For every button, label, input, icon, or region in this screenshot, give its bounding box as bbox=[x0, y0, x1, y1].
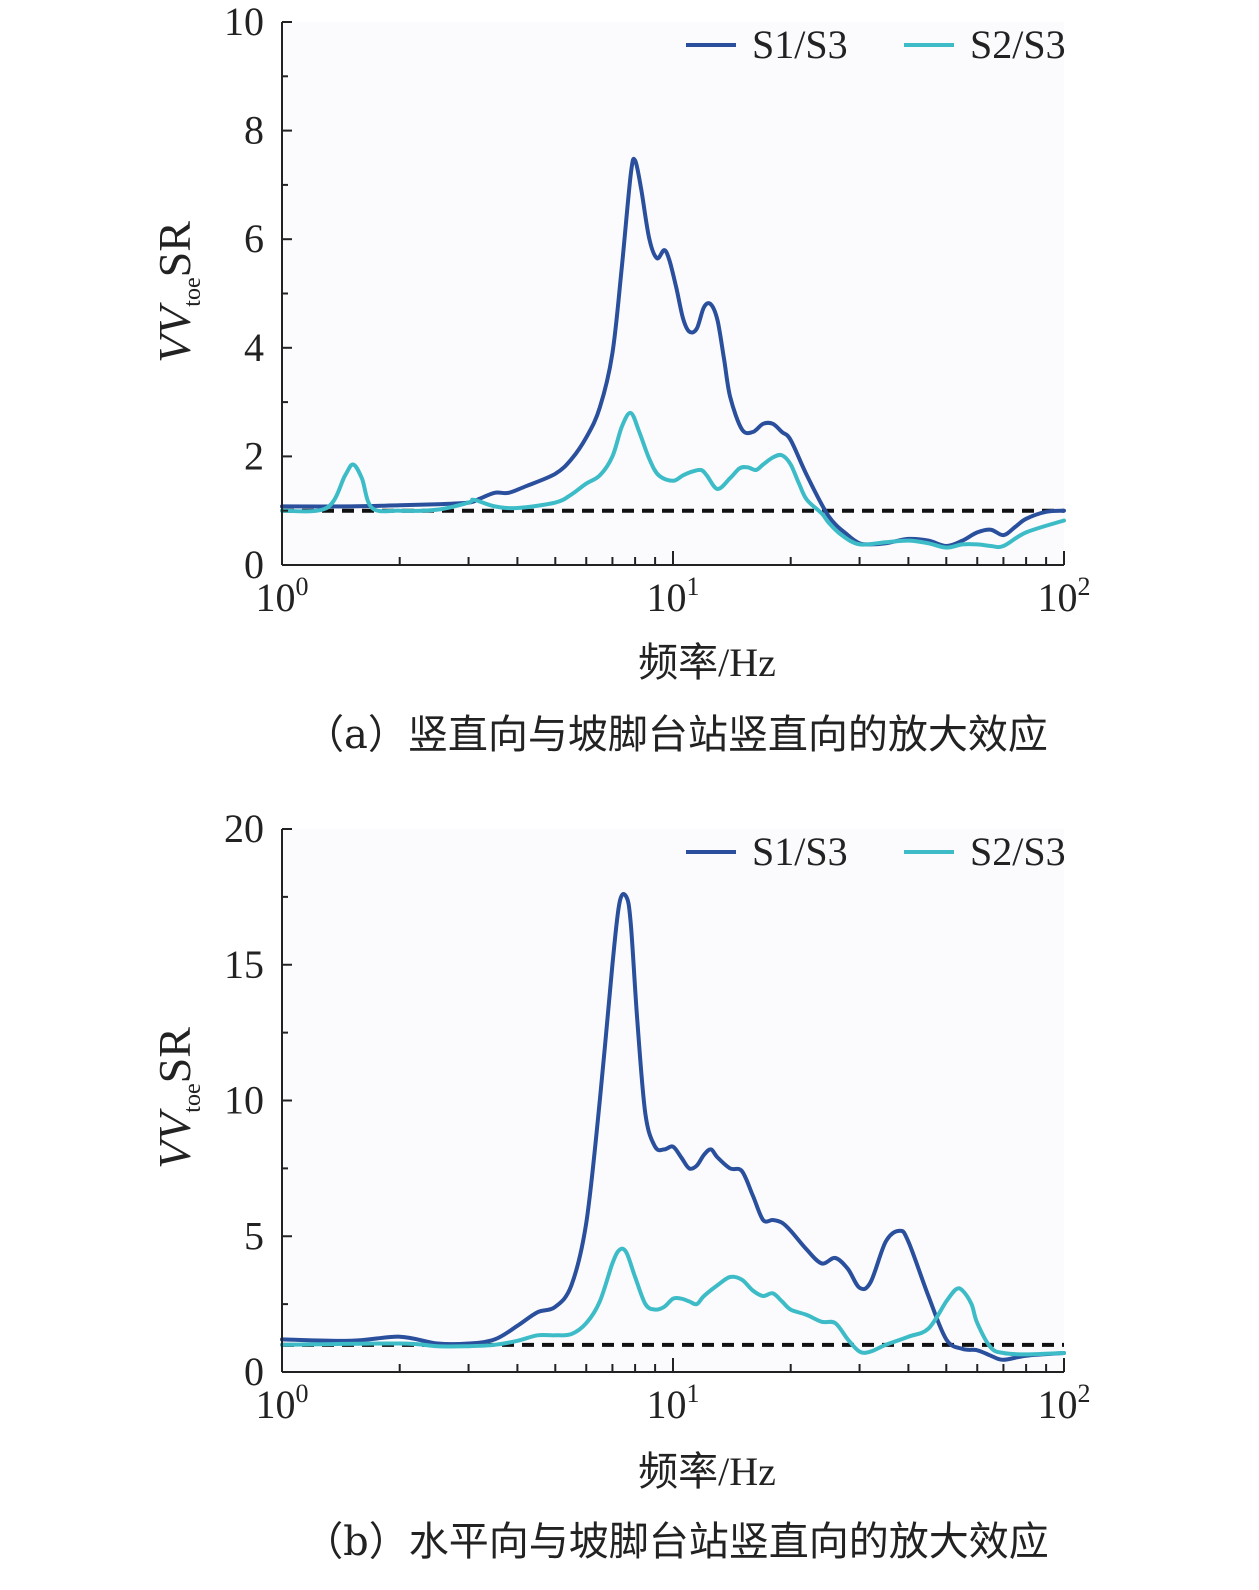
x-tick-label: 101 bbox=[647, 1379, 700, 1427]
x-axis-title: 频率/Hz bbox=[638, 1449, 776, 1494]
caption-a: （a）竖直向与坡脚台站竖直向的放大效应 bbox=[304, 712, 1048, 758]
legend-label: S1/S3 bbox=[752, 22, 848, 67]
legend-label: S2/S3 bbox=[970, 829, 1066, 874]
y-tick-label: 4 bbox=[244, 325, 264, 370]
x-tick-label: 102 bbox=[1038, 572, 1091, 620]
series-line-s2-s3 bbox=[280, 410, 1066, 550]
x-tick-labels: 100 101 102 bbox=[256, 1379, 1091, 1427]
y-tick-labels: 0 2 4 6 8 10 bbox=[224, 0, 264, 587]
series-lines bbox=[280, 156, 1066, 550]
y-tick-label: 15 bbox=[224, 942, 264, 987]
series-line-s1-s3 bbox=[280, 156, 1066, 548]
x-tick-labels: 100 101 102 bbox=[256, 572, 1091, 620]
plot-background bbox=[282, 829, 1064, 1372]
legend: S1/S3 S2/S3 bbox=[686, 22, 1066, 67]
x-axis-title: 频率/Hz bbox=[638, 640, 776, 685]
plot-area bbox=[282, 22, 1064, 565]
legend-label: S2/S3 bbox=[970, 22, 1066, 67]
legend-label: S1/S3 bbox=[752, 829, 848, 874]
y-tick-label: 10 bbox=[224, 1078, 264, 1123]
x-tick-label: 101 bbox=[647, 572, 700, 620]
y-tick-label: 8 bbox=[244, 108, 264, 153]
panel-b-chart: 0 5 10 15 20 100 101 102 S1/S3 S2/S3 频率/Hz VVto… bbox=[149, 806, 1091, 1565]
legend: S1/S3 S2/S3 bbox=[686, 829, 1066, 874]
axes bbox=[281, 828, 1065, 1373]
plot-background bbox=[282, 22, 1064, 565]
y-tick-labels: 0 5 10 15 20 bbox=[224, 806, 264, 1394]
y-tick-label: 2 bbox=[244, 433, 264, 478]
axes bbox=[281, 21, 1065, 566]
series-line-s1-s3 bbox=[280, 892, 1066, 1362]
y-axis-title: VVtoeSR bbox=[149, 1027, 206, 1169]
panel-a-chart: 0 2 4 6 8 10 100 101 102 S1/S3 S2/S3 频率/Hz VVtoe… bbox=[149, 0, 1091, 758]
plot-area bbox=[282, 829, 1064, 1372]
y-axis-title: VVtoeSR bbox=[149, 221, 206, 363]
y-tick-label: 10 bbox=[224, 0, 264, 44]
series-lines bbox=[280, 892, 1066, 1362]
x-tick-label: 100 bbox=[256, 572, 309, 620]
caption-b: （b）水平向与坡脚台站竖直向的放大效应 bbox=[303, 1519, 1049, 1565]
y-tick-label: 0 bbox=[244, 542, 264, 587]
y-tick-label: 0 bbox=[244, 1349, 264, 1394]
y-tick-label: 20 bbox=[224, 806, 264, 851]
x-tick-label: 100 bbox=[256, 1379, 309, 1427]
x-tick-label: 102 bbox=[1038, 1379, 1091, 1427]
y-tick-label: 5 bbox=[244, 1213, 264, 1258]
y-tick-label: 6 bbox=[244, 216, 264, 261]
series-line-s2-s3 bbox=[280, 1246, 1066, 1357]
